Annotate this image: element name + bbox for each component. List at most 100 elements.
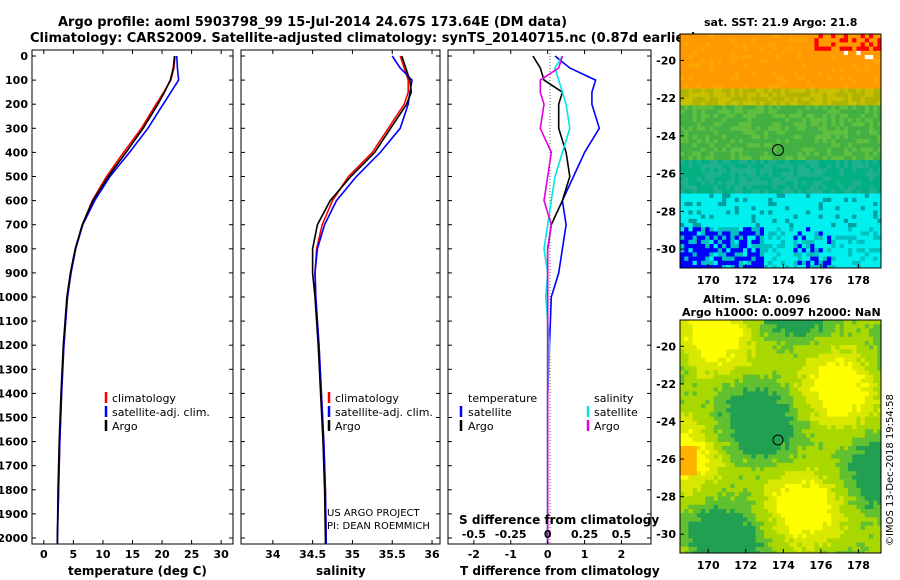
map-cell xyxy=(785,164,790,169)
map-cell xyxy=(831,353,836,359)
map-cell xyxy=(705,113,710,119)
map-cell xyxy=(831,467,836,472)
map-cell xyxy=(730,172,735,178)
map-cell xyxy=(814,374,819,380)
map-cell xyxy=(743,492,748,497)
map-cell xyxy=(759,374,765,380)
map-cell xyxy=(848,349,853,354)
map-cell xyxy=(864,42,870,47)
map-cell xyxy=(822,404,828,409)
map-cell xyxy=(814,122,819,127)
map-cell xyxy=(776,46,782,52)
map-cell xyxy=(877,63,881,68)
map-cell xyxy=(848,336,853,342)
map-cell xyxy=(701,151,706,157)
map-cell xyxy=(747,97,752,102)
map-cell xyxy=(722,425,727,430)
map-cell xyxy=(806,441,811,447)
map-cell xyxy=(835,84,840,89)
map-cell xyxy=(709,67,714,73)
map-cell xyxy=(684,374,689,380)
map-cell xyxy=(684,458,689,464)
map-cell xyxy=(751,239,756,245)
map-cell xyxy=(738,416,744,422)
map-cell xyxy=(793,160,798,165)
map-cell xyxy=(713,197,719,203)
map-cell xyxy=(839,458,845,464)
map-cell xyxy=(852,383,857,388)
map-cell xyxy=(869,101,874,106)
map-cell xyxy=(877,118,881,123)
map-cell xyxy=(831,118,836,123)
map-cell xyxy=(705,383,710,388)
map-cell xyxy=(713,265,719,268)
map-cell xyxy=(785,46,790,52)
map-cell xyxy=(738,378,744,384)
map-cell xyxy=(780,50,786,56)
map-cell xyxy=(755,374,761,380)
map-cell xyxy=(709,223,714,228)
map-cell xyxy=(709,84,714,89)
map-cell xyxy=(768,374,773,380)
map-cell xyxy=(835,332,840,338)
map-cell xyxy=(827,366,832,371)
map-cell xyxy=(810,105,815,110)
map-cell xyxy=(772,34,777,39)
map-cell xyxy=(831,324,836,329)
map-cell xyxy=(839,168,845,173)
map-cell xyxy=(713,235,719,241)
map-cell xyxy=(869,84,874,89)
map-cell xyxy=(860,462,866,468)
map-cell xyxy=(722,370,727,375)
map-cell xyxy=(726,446,731,451)
map-cell xyxy=(860,441,866,447)
map-cell xyxy=(705,324,710,329)
map-cell xyxy=(730,239,735,245)
map-cell xyxy=(797,454,803,459)
map-cell xyxy=(780,168,786,173)
map-cell xyxy=(852,55,857,60)
x-tick-label: 2 xyxy=(618,548,626,561)
map-cell xyxy=(789,383,794,388)
map-cell xyxy=(734,76,740,81)
map-cell xyxy=(722,471,727,476)
map-cell xyxy=(873,34,878,39)
map-cell xyxy=(869,341,874,346)
map-cell xyxy=(780,324,786,329)
map-cell xyxy=(852,374,857,380)
map-cell xyxy=(869,320,874,325)
map-cell xyxy=(738,395,744,401)
map-cell xyxy=(873,341,878,346)
map-cell xyxy=(785,462,790,468)
map-cell xyxy=(810,395,815,401)
map-cell xyxy=(822,160,828,165)
map-cell xyxy=(780,425,786,430)
map-cell xyxy=(839,395,845,401)
map-cell xyxy=(768,210,773,215)
map-cell xyxy=(793,378,798,384)
map-cell xyxy=(793,446,798,451)
map-cell xyxy=(810,252,815,257)
map-cell xyxy=(738,353,744,359)
map-cell xyxy=(818,357,824,363)
map-cell xyxy=(801,492,807,497)
map-cell xyxy=(818,113,824,119)
map-cell xyxy=(785,67,790,73)
map-cell xyxy=(701,433,706,438)
map-cell xyxy=(822,471,828,476)
map-cell xyxy=(797,214,803,220)
map-cell xyxy=(688,97,693,102)
map-cell xyxy=(852,416,857,422)
map-cell xyxy=(852,357,857,363)
map-cell xyxy=(705,437,710,443)
map-cell xyxy=(722,105,727,110)
map-cell xyxy=(730,425,735,430)
map-cell xyxy=(705,374,710,380)
map-cell xyxy=(722,475,727,480)
map-cell xyxy=(869,239,874,245)
map-cell xyxy=(831,437,836,443)
map-cell xyxy=(835,67,840,73)
map-cell xyxy=(743,471,748,476)
map-cell xyxy=(835,320,840,325)
map-cell xyxy=(764,252,769,257)
